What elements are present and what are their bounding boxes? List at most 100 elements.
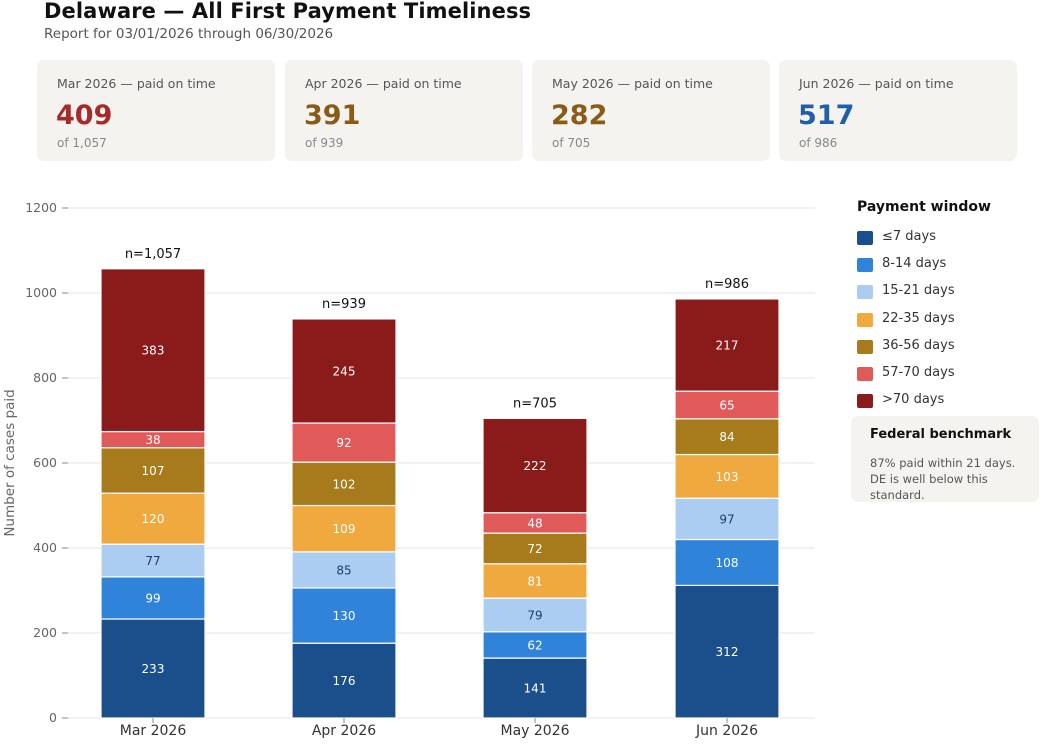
segment-value-label: 99 — [145, 591, 160, 605]
card-total: of 939 — [305, 136, 344, 150]
bar-segment — [100, 447, 206, 494]
legend-label: 57-70 days — [882, 364, 955, 380]
segment-value-label: 107 — [142, 464, 165, 478]
bar-segment — [100, 268, 206, 433]
card-total: of 705 — [552, 136, 591, 150]
bar-segment — [482, 657, 588, 719]
segment-value-label: 176 — [333, 674, 356, 688]
card-value: 391 — [304, 100, 361, 131]
x-tick-label: Mar 2026 — [120, 723, 187, 739]
page-subtitle: Report for 03/01/2026 through 06/30/2026 — [44, 26, 334, 42]
segment-value-label: 245 — [333, 364, 356, 378]
benchmark-text: 87% paid within 21 days. DE is well belo… — [870, 456, 1016, 502]
segment-value-label: 79 — [527, 608, 542, 622]
legend-swatch — [857, 231, 873, 245]
summary-card-apr: Apr 2026 — paid on time 391 of 939 — [285, 60, 523, 161]
card-label: Apr 2026 — paid on time — [305, 76, 462, 91]
y-tick-label: 400 — [33, 540, 57, 555]
y-tick-label: 1000 — [25, 285, 57, 300]
bar-segment — [291, 587, 397, 644]
bar-total-label: n=1,057 — [125, 247, 181, 262]
bar-segment — [291, 642, 397, 719]
y-axis-label: Number of cases paid — [2, 389, 18, 536]
segment-value-label: 222 — [524, 459, 547, 473]
y-tick-label: 600 — [33, 455, 57, 470]
segment-value-label: 130 — [333, 609, 356, 623]
stacked-bar-chart: 0 200 400 600 800 1000 1200 Number of cases pai… — [2, 200, 815, 739]
segment-value-label: 72 — [527, 542, 542, 556]
bar-segment — [482, 597, 588, 633]
card-value: 409 — [56, 100, 113, 131]
segment-value-label: 38 — [145, 433, 160, 447]
bar-segment — [482, 563, 588, 599]
legend-swatch — [857, 366, 873, 381]
y-tick-label: 1200 — [25, 200, 57, 215]
legend-swatch — [857, 285, 873, 300]
segment-value-label: 77 — [145, 554, 160, 568]
card-value: 517 — [798, 100, 855, 131]
legend-label: >70 days — [882, 392, 945, 408]
bar-segment — [100, 618, 206, 719]
legend-label: 22-35 days — [882, 310, 955, 326]
segment-value-label: 233 — [142, 662, 165, 676]
summary-card-jun: Jun 2026 — paid on time 517 of 986 — [779, 60, 1017, 161]
bar-segment — [674, 453, 780, 499]
bar-segment — [291, 551, 397, 589]
card-label: Mar 2026 — paid on time — [57, 76, 216, 91]
bar-segment — [100, 543, 206, 578]
segment-value-label: 84 — [719, 430, 734, 444]
bar-segment — [674, 298, 780, 392]
bar-segment — [291, 461, 397, 507]
bar-segment — [100, 576, 206, 620]
summary-card-may: May 2026 — paid on time 282 of 705 — [532, 60, 770, 161]
y-tick-label: 200 — [33, 625, 57, 640]
y-tick-label: 800 — [33, 370, 57, 385]
legend-label: ≤7 days — [882, 229, 936, 244]
page-title: Delaware — All First Payment Timeliness — [44, 0, 532, 23]
segment-value-label: 108 — [716, 556, 739, 570]
x-tick-label: May 2026 — [500, 723, 569, 739]
card-label: Jun 2026 — paid on time — [799, 76, 954, 91]
legend-title: Payment window — [857, 199, 991, 215]
bar-segment — [291, 422, 397, 463]
bar-segment — [674, 390, 780, 420]
bar-segment — [482, 417, 588, 514]
summary-card-mar: Mar 2026 — paid on time 409 of 1,057 — [37, 60, 275, 161]
segment-value-label: 92 — [336, 436, 351, 450]
x-tick-label: Apr 2026 — [312, 723, 376, 739]
benchmark-title: Federal benchmark — [870, 427, 1012, 442]
legend-swatch — [857, 339, 873, 354]
segment-value-label: 109 — [333, 522, 356, 536]
card-total: of 986 — [799, 136, 838, 150]
legend-label: 8-14 days — [882, 256, 947, 272]
bar-segment — [291, 504, 397, 553]
y-tick-label: 0 — [49, 710, 57, 725]
segment-value-label: 102 — [333, 477, 356, 491]
card-total: of 1,057 — [57, 136, 107, 150]
segment-value-label: 217 — [716, 339, 739, 353]
segment-value-label: 65 — [719, 398, 734, 412]
bar-segment — [674, 418, 780, 456]
bar-segment — [674, 497, 780, 541]
segment-value-label: 103 — [716, 470, 739, 484]
card-label: May 2026 — paid on time — [552, 76, 713, 91]
segment-value-label: 312 — [716, 645, 739, 659]
legend-swatch — [857, 258, 873, 273]
segment-value-label: 48 — [527, 516, 542, 530]
bar-total-label: n=986 — [705, 277, 749, 292]
segment-value-label: 120 — [142, 512, 165, 526]
segment-value-label: 81 — [527, 574, 542, 588]
legend-label: 15-21 days — [882, 283, 955, 299]
segment-value-label: 383 — [142, 344, 165, 358]
segment-value-label: 97 — [719, 512, 734, 526]
x-tick-label: Jun 2026 — [695, 723, 758, 739]
bar-segment — [100, 492, 206, 545]
card-value: 282 — [551, 100, 608, 131]
legend-swatch — [857, 312, 873, 327]
bar-total-label: n=705 — [513, 396, 557, 411]
benchmark-box: Federal benchmark 87% paid within 21 day… — [851, 416, 1039, 502]
segment-value-label: 62 — [527, 638, 542, 652]
bar-segment — [482, 532, 588, 565]
bar-total-label: n=939 — [322, 297, 366, 312]
legend-swatch — [857, 394, 873, 409]
